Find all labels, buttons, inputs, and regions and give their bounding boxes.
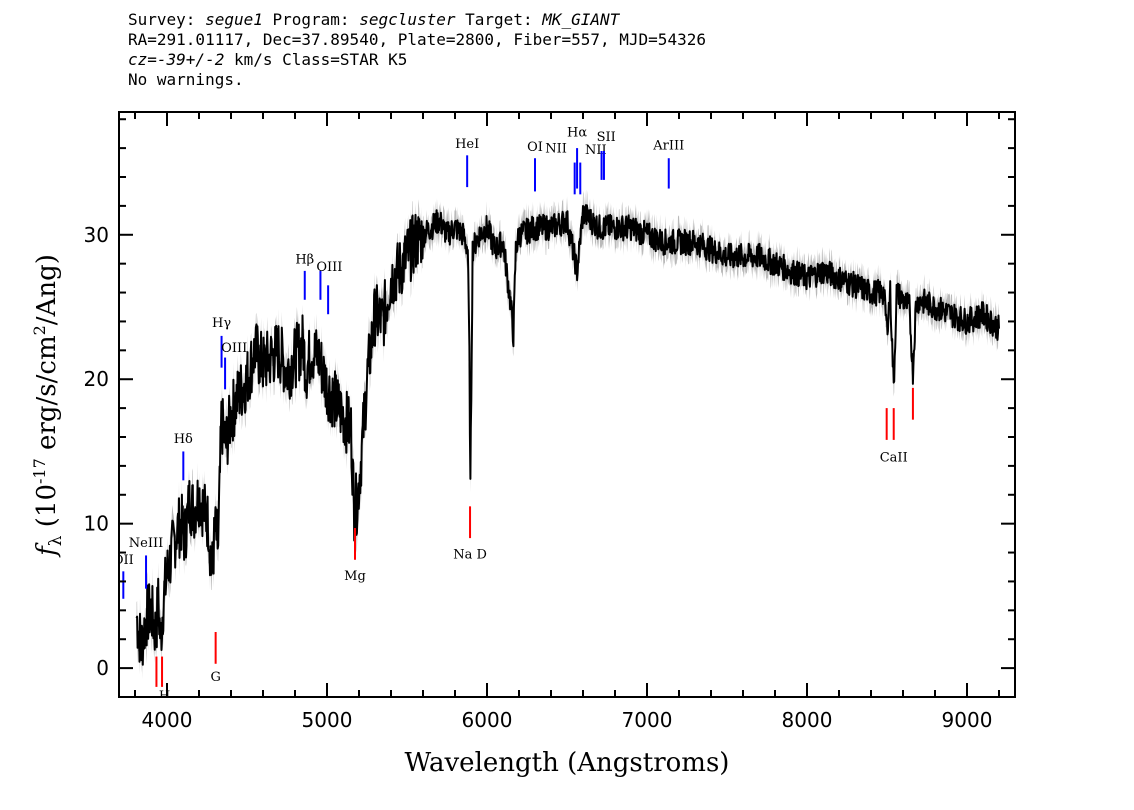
x-tick-label-4000: 4000 [142, 708, 193, 732]
y-tick-label-20: 20 [84, 367, 109, 391]
survey-value: segue1 [205, 10, 263, 29]
target-value: MK_GIANT [542, 10, 620, 29]
emission-line-label-5: Hβ [295, 253, 314, 268]
program-key: Program: [262, 10, 360, 29]
y-tick-label-30: 30 [84, 223, 109, 247]
plot-frame [118, 111, 1016, 698]
target-key: Target: [455, 10, 543, 29]
header-survey-line: Survey: segue1 Program: segcluster Targe… [128, 10, 706, 30]
redshift-value: cz=-39+/-2 [128, 50, 225, 69]
emission-line-label-15: ArIII [652, 139, 684, 154]
absorption-line-label-6: CaII [880, 451, 908, 466]
program-value: segcluster [359, 10, 456, 29]
y-tick-label-10: 10 [84, 512, 109, 536]
y-axis-title-pre: (10 [32, 484, 62, 536]
class-text: km/s Class=STAR K5 [224, 50, 408, 69]
x-tick-label-8000: 8000 [782, 708, 833, 732]
absorption-line-label-1: H [159, 689, 170, 704]
header-coordinates-line: RA=291.01117, Dec=37.89540, Plate=2800, … [128, 30, 706, 49]
y-axis-title-exp2: 2 [30, 325, 49, 335]
absorption-line-label-3: Mg [344, 569, 366, 584]
x-axis-title: Wavelength (Angstroms) [405, 748, 730, 778]
spectrum-error-band [136, 189, 1000, 679]
y-axis-title-post: /Ang) [32, 254, 62, 325]
emission-line-label-0: OII [113, 553, 134, 568]
x-tick-label-6000: 6000 [462, 708, 513, 732]
survey-key: Survey: [128, 10, 206, 29]
x-tick-label-9000: 9000 [942, 708, 993, 732]
y-axis-title-sub: λ [46, 535, 66, 546]
spectrum-line [135, 204, 1000, 666]
absorption-line-label-2: G [210, 670, 220, 685]
absorption-line-label-4: Na D [453, 547, 487, 562]
spectrum-header: Survey: segue1 Program: segcluster Targe… [128, 10, 706, 90]
x-tick-label-7000: 7000 [622, 708, 673, 732]
emission-line-label-4: OIII [221, 341, 247, 356]
emission-line-label-10: NII [545, 141, 567, 156]
x-tick-label-5000: 5000 [302, 708, 353, 732]
y-axis-title: fλ (10-17 erg/s/cm2/Ang) [30, 254, 66, 558]
header-warnings-line: No warnings. [128, 70, 244, 89]
y-tick-label-0: 0 [96, 656, 109, 680]
emission-line-label-1: NeIII [129, 536, 163, 551]
y-axis-title-mid: erg/s/cm [32, 335, 62, 458]
header-redshift-line: cz=-39+/-2 km/s Class=STAR K5 [128, 50, 706, 70]
emission-line-label-8: HeI [455, 137, 479, 152]
axis-layer: 4000 5000 6000 7000 8000 9000 0 10 20 30 [84, 112, 1015, 732]
emission-line-label-13: SII [597, 130, 616, 145]
emission-line-label-11: Hα [567, 126, 587, 141]
emission-line-label-9: OI [527, 140, 543, 155]
emission-line-label-2: Hδ [174, 432, 193, 447]
emission-line-label-6: OIII [316, 260, 342, 275]
y-axis-title-exp1: -17 [30, 458, 49, 484]
emission-line-label-3: Hγ [212, 316, 231, 331]
